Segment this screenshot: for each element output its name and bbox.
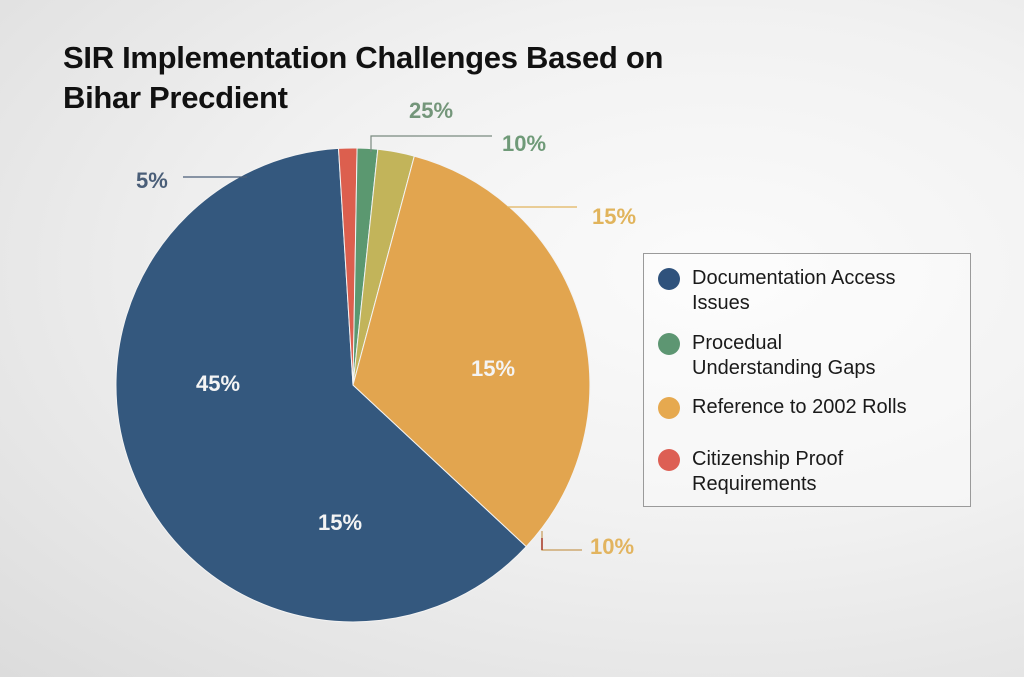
internal-label-orange-15pct: 15%	[471, 356, 516, 381]
external-label-5pct: 5%	[136, 168, 168, 194]
legend-label-line-1: Citizenship Proof	[692, 448, 844, 470]
label-text: 10%	[502, 131, 547, 156]
legend-item-reference-2002-rolls[interactable]: Reference to 2002 Rolls	[658, 395, 907, 420]
slice-documentation-access[interactable]	[115, 147, 528, 623]
chart-title: SIR Implementation Challenges Based on B…	[63, 38, 763, 118]
legend-label: Reference to 2002 Rolls	[692, 396, 907, 418]
legend-item-procedural-gaps[interactable]: Procedual Understanding Gaps	[658, 331, 875, 381]
slice-reference-2002-rolls[interactable]	[352, 155, 591, 548]
external-label-15pct: 15%	[592, 204, 636, 230]
legend-dot-icon	[658, 268, 680, 290]
internal-label-blue-15pct: 15%	[318, 510, 363, 535]
legend: Documentation Access Issues Procedual Un…	[643, 253, 971, 507]
external-label-25pct: 25%	[409, 98, 453, 124]
legend-label-line-2: Issues	[692, 292, 750, 314]
legend-dot-icon	[658, 397, 680, 419]
leader-line-10-top	[370, 135, 492, 152]
legend-label-line-1: Procedual	[692, 332, 783, 354]
legend-dot-icon	[658, 333, 680, 355]
legend-item-documentation-access[interactable]: Documentation Access Issues	[658, 266, 895, 316]
legend-label-line-2: Understanding Gaps	[692, 357, 876, 379]
legend-item-citizenship-proof[interactable]: Citizenship Proof Requirements	[658, 447, 843, 497]
external-label-10pct-bottom: 10%	[590, 534, 634, 560]
label-text: 10%	[590, 534, 635, 559]
label-text: 5%	[136, 168, 168, 193]
internal-label-45pct: 45%	[196, 371, 241, 396]
label-text: 15%	[592, 204, 637, 229]
chart-title-line-2: Bihar Precdient	[63, 80, 288, 115]
external-label-10pct-top: 10%	[502, 131, 546, 157]
chart-title-line-1: SIR Implementation Challenges Based on	[63, 40, 664, 75]
legend-dot-icon	[658, 449, 680, 471]
label-text: 25%	[409, 98, 454, 123]
leader-line-10-bottom	[541, 531, 582, 551]
legend-label-line-2: Requirements	[692, 473, 817, 495]
legend-label: Documentation Access Issues	[692, 266, 895, 316]
legend-label-line-1: Documentation Access	[692, 267, 896, 289]
legend-label: Procedual Understanding Gaps	[692, 331, 875, 381]
legend-label: Citizenship Proof Requirements	[692, 447, 843, 497]
